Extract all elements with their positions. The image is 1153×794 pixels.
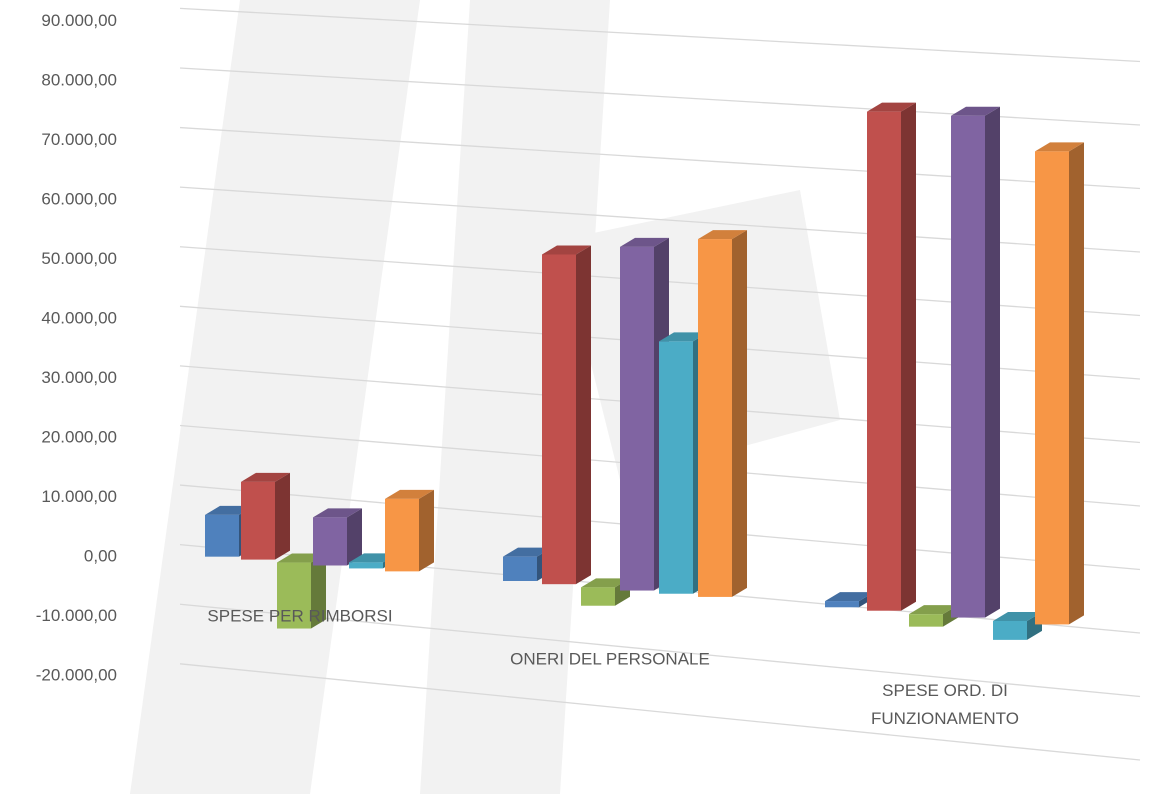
bar bbox=[659, 332, 708, 594]
bar-front bbox=[503, 556, 537, 581]
bar-top bbox=[698, 230, 747, 240]
y-tick-label: 70.000,00 bbox=[41, 130, 117, 149]
bar bbox=[503, 547, 552, 581]
bar-side bbox=[311, 553, 326, 629]
bar-top bbox=[620, 237, 669, 247]
bar-top bbox=[993, 612, 1042, 621]
bar-front bbox=[385, 498, 419, 572]
bar bbox=[993, 612, 1042, 640]
bar-top bbox=[542, 245, 591, 255]
y-tick-label: 40.000,00 bbox=[41, 308, 117, 327]
label-line: FUNZIONAMENTO bbox=[871, 709, 1019, 728]
bar-top bbox=[503, 547, 552, 557]
bar-top bbox=[909, 605, 958, 615]
bar-front bbox=[581, 587, 615, 606]
bar bbox=[385, 489, 434, 572]
bar-front bbox=[313, 517, 347, 566]
y-tick-label: 50.000,00 bbox=[41, 249, 117, 268]
bar-top bbox=[385, 489, 434, 499]
bar-top bbox=[1035, 142, 1084, 152]
bar-front bbox=[1035, 151, 1069, 625]
x-tick-label: ONERI DEL PERSONALE bbox=[510, 649, 710, 668]
bar bbox=[542, 245, 591, 585]
y-tick-label: -10.000,00 bbox=[36, 606, 117, 625]
grid-line bbox=[179, 7, 1141, 63]
y-tick-label: -20.000,00 bbox=[36, 665, 117, 684]
bar-side bbox=[985, 106, 1000, 618]
x-tick-label: SPESE ORD. DI FUNZIONAMENTO bbox=[871, 681, 1019, 728]
label-line: SPESE ORD. DI bbox=[882, 681, 1008, 700]
bar-front bbox=[698, 239, 732, 597]
y-tick-label: 90.000,00 bbox=[41, 11, 117, 30]
bar-front bbox=[867, 111, 901, 611]
bar-top bbox=[951, 106, 1000, 116]
grid-line bbox=[179, 663, 1141, 761]
bar-front bbox=[620, 246, 654, 591]
bar-top bbox=[825, 592, 874, 602]
bar bbox=[909, 605, 958, 627]
bar-side bbox=[419, 489, 434, 572]
y-tick-label: 0,00 bbox=[84, 546, 117, 565]
bar-side bbox=[732, 230, 747, 597]
bar-top bbox=[241, 472, 290, 482]
y-tick-label: 20.000,00 bbox=[41, 427, 117, 446]
bar-side bbox=[901, 102, 916, 611]
bar bbox=[867, 102, 916, 611]
bar-front bbox=[277, 562, 311, 629]
bar-front bbox=[825, 601, 859, 608]
y-tick-label: 80.000,00 bbox=[41, 70, 117, 89]
bar-top bbox=[659, 332, 708, 342]
bar-front bbox=[241, 481, 275, 560]
bar bbox=[825, 592, 874, 608]
bar-side bbox=[1069, 142, 1084, 625]
bar bbox=[241, 472, 290, 560]
y-tick-label: 10.000,00 bbox=[41, 487, 117, 506]
bar-front bbox=[909, 614, 943, 627]
bar-top bbox=[867, 102, 916, 112]
bar-side bbox=[576, 245, 591, 585]
bar-side bbox=[275, 472, 290, 560]
bar-front bbox=[542, 254, 576, 585]
bar-side bbox=[347, 508, 362, 566]
bars bbox=[205, 102, 1084, 640]
bar-front bbox=[659, 341, 693, 594]
x-tick-label: SPESE PER RIMBORSI bbox=[207, 606, 392, 625]
bar-top bbox=[581, 578, 630, 588]
y-tick-label: 60.000,00 bbox=[41, 189, 117, 208]
bar-front bbox=[993, 621, 1027, 640]
bar-front bbox=[349, 562, 383, 569]
bar bbox=[1035, 142, 1084, 625]
bar bbox=[698, 230, 747, 597]
bar-front bbox=[205, 514, 239, 557]
bar-top bbox=[313, 508, 362, 518]
bar bbox=[951, 106, 1000, 618]
bar bbox=[277, 553, 326, 629]
labels: -20.000,00 -10.000,00 0,00 10.000,00 20.000,… bbox=[36, 11, 1019, 729]
y-tick-label: 30.000,00 bbox=[41, 368, 117, 387]
grid-line bbox=[179, 603, 1141, 698]
bar-front bbox=[951, 115, 985, 618]
bar bbox=[313, 508, 362, 566]
